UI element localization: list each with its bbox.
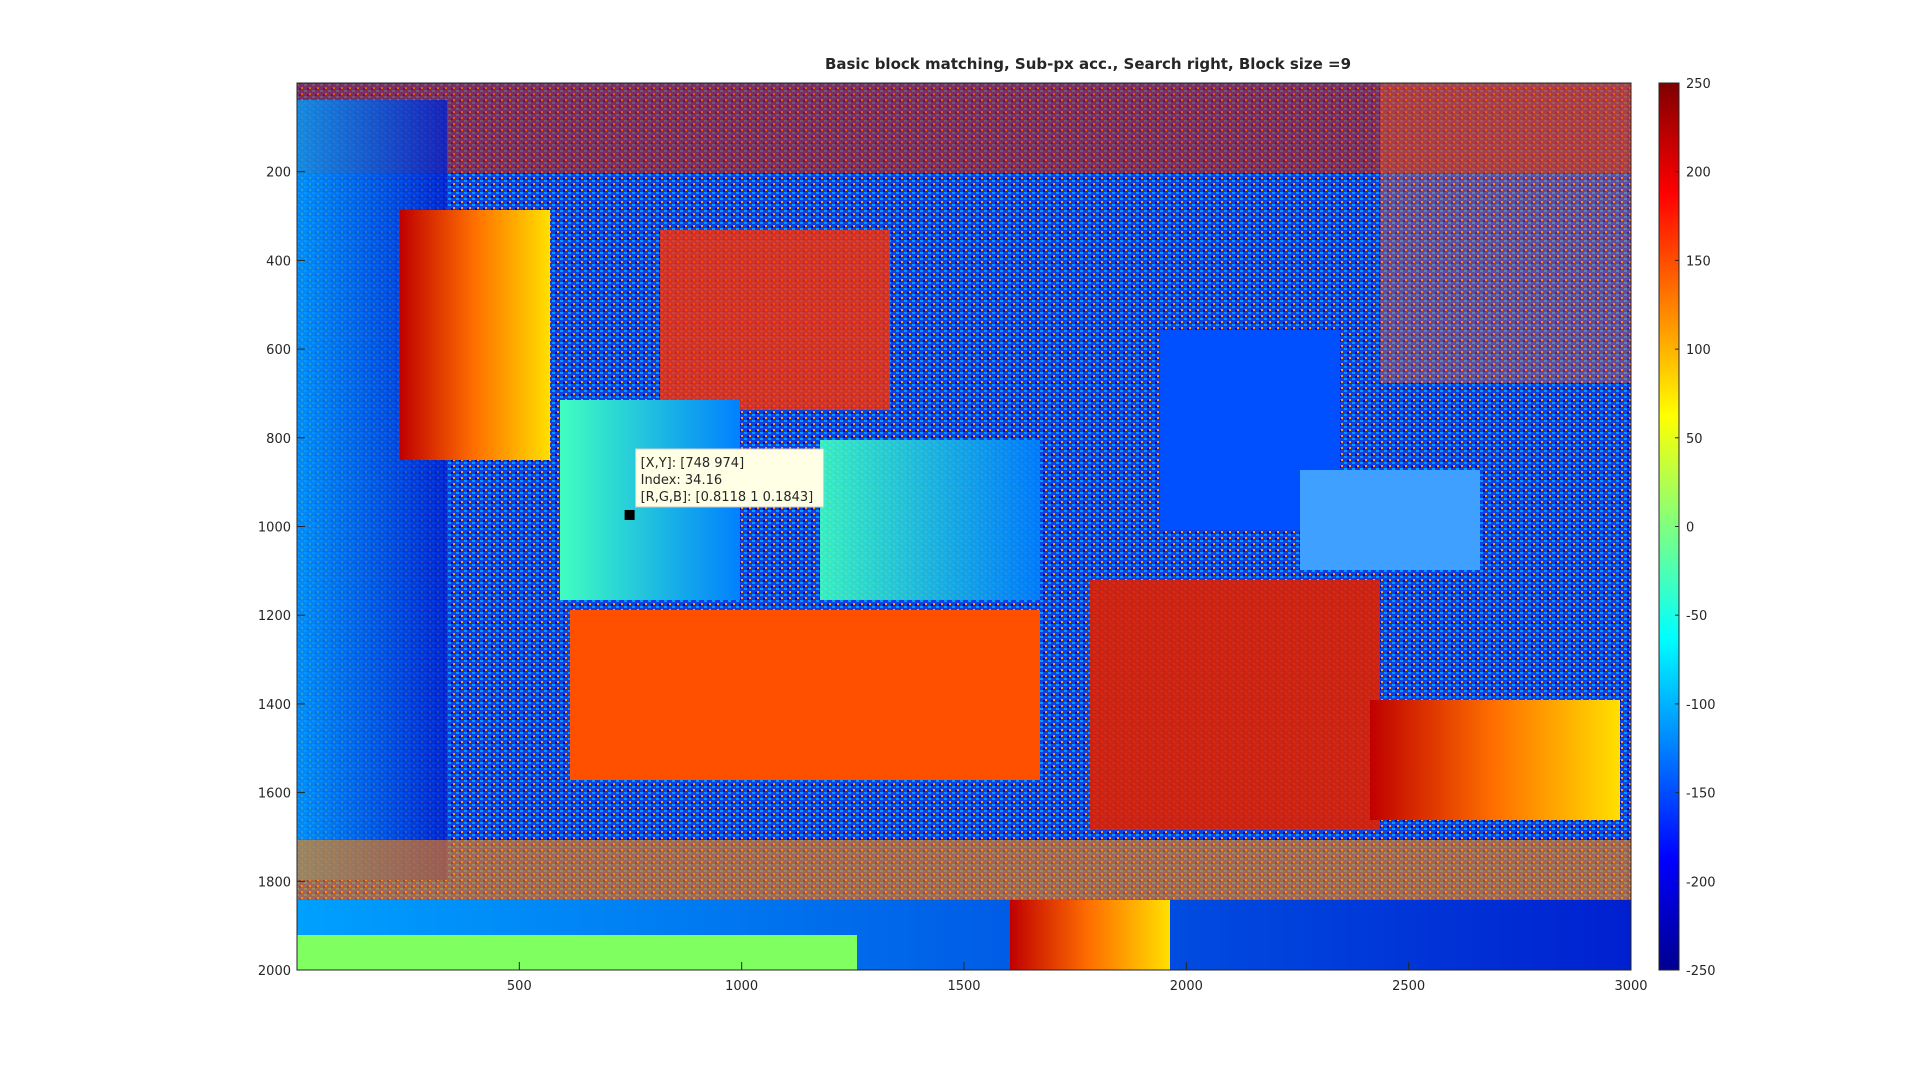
y-tick-label: 1600 <box>258 787 291 802</box>
colorbar-tick-label: -100 <box>1686 698 1716 713</box>
colorbar-tick-label: 0 <box>1686 521 1694 536</box>
x-tick-label: 1000 <box>725 979 758 994</box>
colorbar-tick-label: 150 <box>1686 254 1711 269</box>
datatip-marker <box>624 509 635 520</box>
y-tick-label: 200 <box>266 166 291 181</box>
y-tick-label: 1000 <box>258 521 291 536</box>
y-tick-label: 1400 <box>258 698 291 713</box>
x-tick-label: 1500 <box>947 979 980 994</box>
chart-title: Basic block matching, Sub-px acc., Searc… <box>825 55 1351 73</box>
colorbar-tick-label: 250 <box>1686 77 1711 92</box>
datatip-box <box>635 448 825 508</box>
y-tick-label: 600 <box>266 343 291 358</box>
colorbar-tick-label: 100 <box>1686 343 1711 358</box>
colorbar-tick-label: 50 <box>1686 432 1703 447</box>
colorbar-tick-label: -200 <box>1686 875 1716 890</box>
datatip-text: [X,Y]: [748 974] <box>641 456 745 471</box>
datatip-text: Index: 34.16 <box>641 473 723 488</box>
y-tick-label: 2000 <box>258 964 291 979</box>
y-tick-label: 400 <box>266 254 291 269</box>
disparity-image <box>297 83 1631 970</box>
y-tick-label: 1800 <box>258 875 291 890</box>
datatip-text: [R,G,B]: [0.8118 1 0.1843] <box>641 490 814 505</box>
colorbar-tick-label: -150 <box>1686 787 1716 802</box>
colorbar-tick-label: -250 <box>1686 964 1716 979</box>
y-tick-label: 800 <box>266 432 291 447</box>
x-tick-label: 2000 <box>1170 979 1203 994</box>
x-tick-label: 3000 <box>1614 979 1647 994</box>
x-tick-label: 500 <box>507 979 532 994</box>
x-tick-label: 2500 <box>1392 979 1425 994</box>
y-tick-label: 1200 <box>258 609 291 624</box>
colorbar-tick-label: 200 <box>1686 166 1711 181</box>
colorbar-tick-label: -50 <box>1686 609 1707 624</box>
datatip[interactable]: [X,Y]: [748 974] Index: 34.16 [R,G,B]: [0.… <box>624 448 825 520</box>
